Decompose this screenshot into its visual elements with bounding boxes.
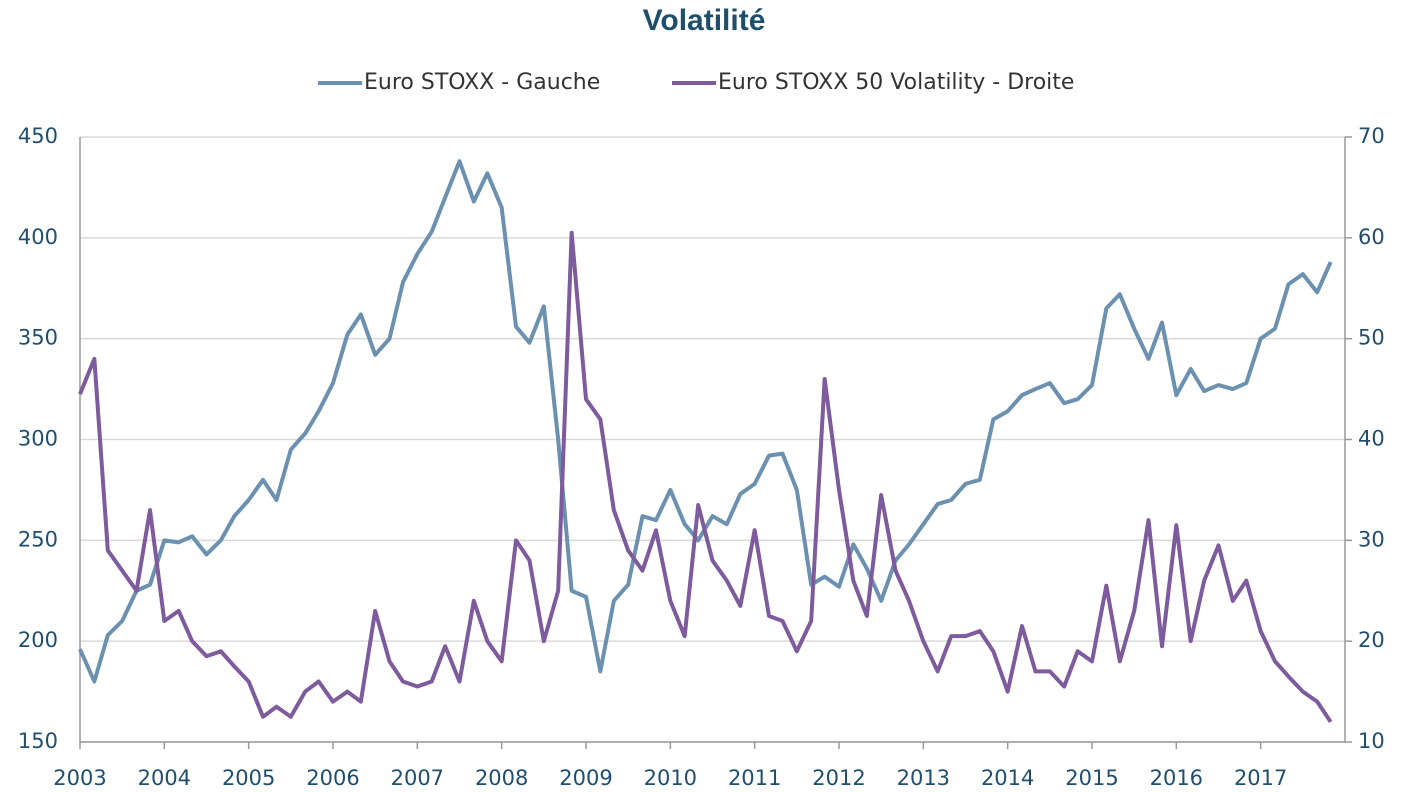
y2-tick-label: 30 bbox=[1358, 527, 1385, 551]
y-tick-label: 250 bbox=[18, 527, 58, 551]
x-tick-label: 2015 bbox=[1065, 766, 1118, 790]
y-tick-label: 200 bbox=[18, 628, 58, 652]
x-tick-label: 2007 bbox=[391, 766, 444, 790]
x-tick-label: 2013 bbox=[897, 766, 950, 790]
series-line bbox=[78, 159, 1333, 684]
legend-label: Euro STOXX 50 Volatility - Droite bbox=[718, 70, 1074, 95]
y-tick-label: 300 bbox=[18, 427, 58, 451]
x-tick-label: 2017 bbox=[1234, 766, 1287, 790]
y-tick-label: 450 bbox=[18, 124, 58, 148]
x-tick-label: 2010 bbox=[644, 766, 697, 790]
x-tick-label: 2011 bbox=[728, 766, 781, 790]
series-line bbox=[78, 230, 1333, 723]
y2-tick-label: 70 bbox=[1358, 124, 1385, 148]
x-tick-label: 2014 bbox=[981, 766, 1034, 790]
y2-tick-label: 10 bbox=[1358, 729, 1385, 753]
y-tick-label: 150 bbox=[18, 729, 58, 753]
y2-tick-label: 60 bbox=[1358, 225, 1385, 249]
chart-title: Volatilité bbox=[643, 4, 766, 37]
y-tick-label: 350 bbox=[18, 326, 58, 350]
y-tick-label: 400 bbox=[18, 225, 58, 249]
y2-tick-label: 40 bbox=[1358, 427, 1385, 451]
x-tick-label: 2005 bbox=[222, 766, 275, 790]
x-tick-label: 2008 bbox=[475, 766, 528, 790]
x-tick-label: 2016 bbox=[1150, 766, 1203, 790]
x-tick-label: 2006 bbox=[306, 766, 359, 790]
x-tick-label: 2003 bbox=[53, 766, 106, 790]
x-tick-label: 2004 bbox=[138, 766, 191, 790]
x-tick-label: 2012 bbox=[812, 766, 865, 790]
y2-tick-label: 50 bbox=[1358, 326, 1385, 350]
legend-label: Euro STOXX - Gauche bbox=[364, 70, 600, 95]
y2-tick-label: 20 bbox=[1358, 628, 1385, 652]
x-tick-label: 2009 bbox=[559, 766, 612, 790]
